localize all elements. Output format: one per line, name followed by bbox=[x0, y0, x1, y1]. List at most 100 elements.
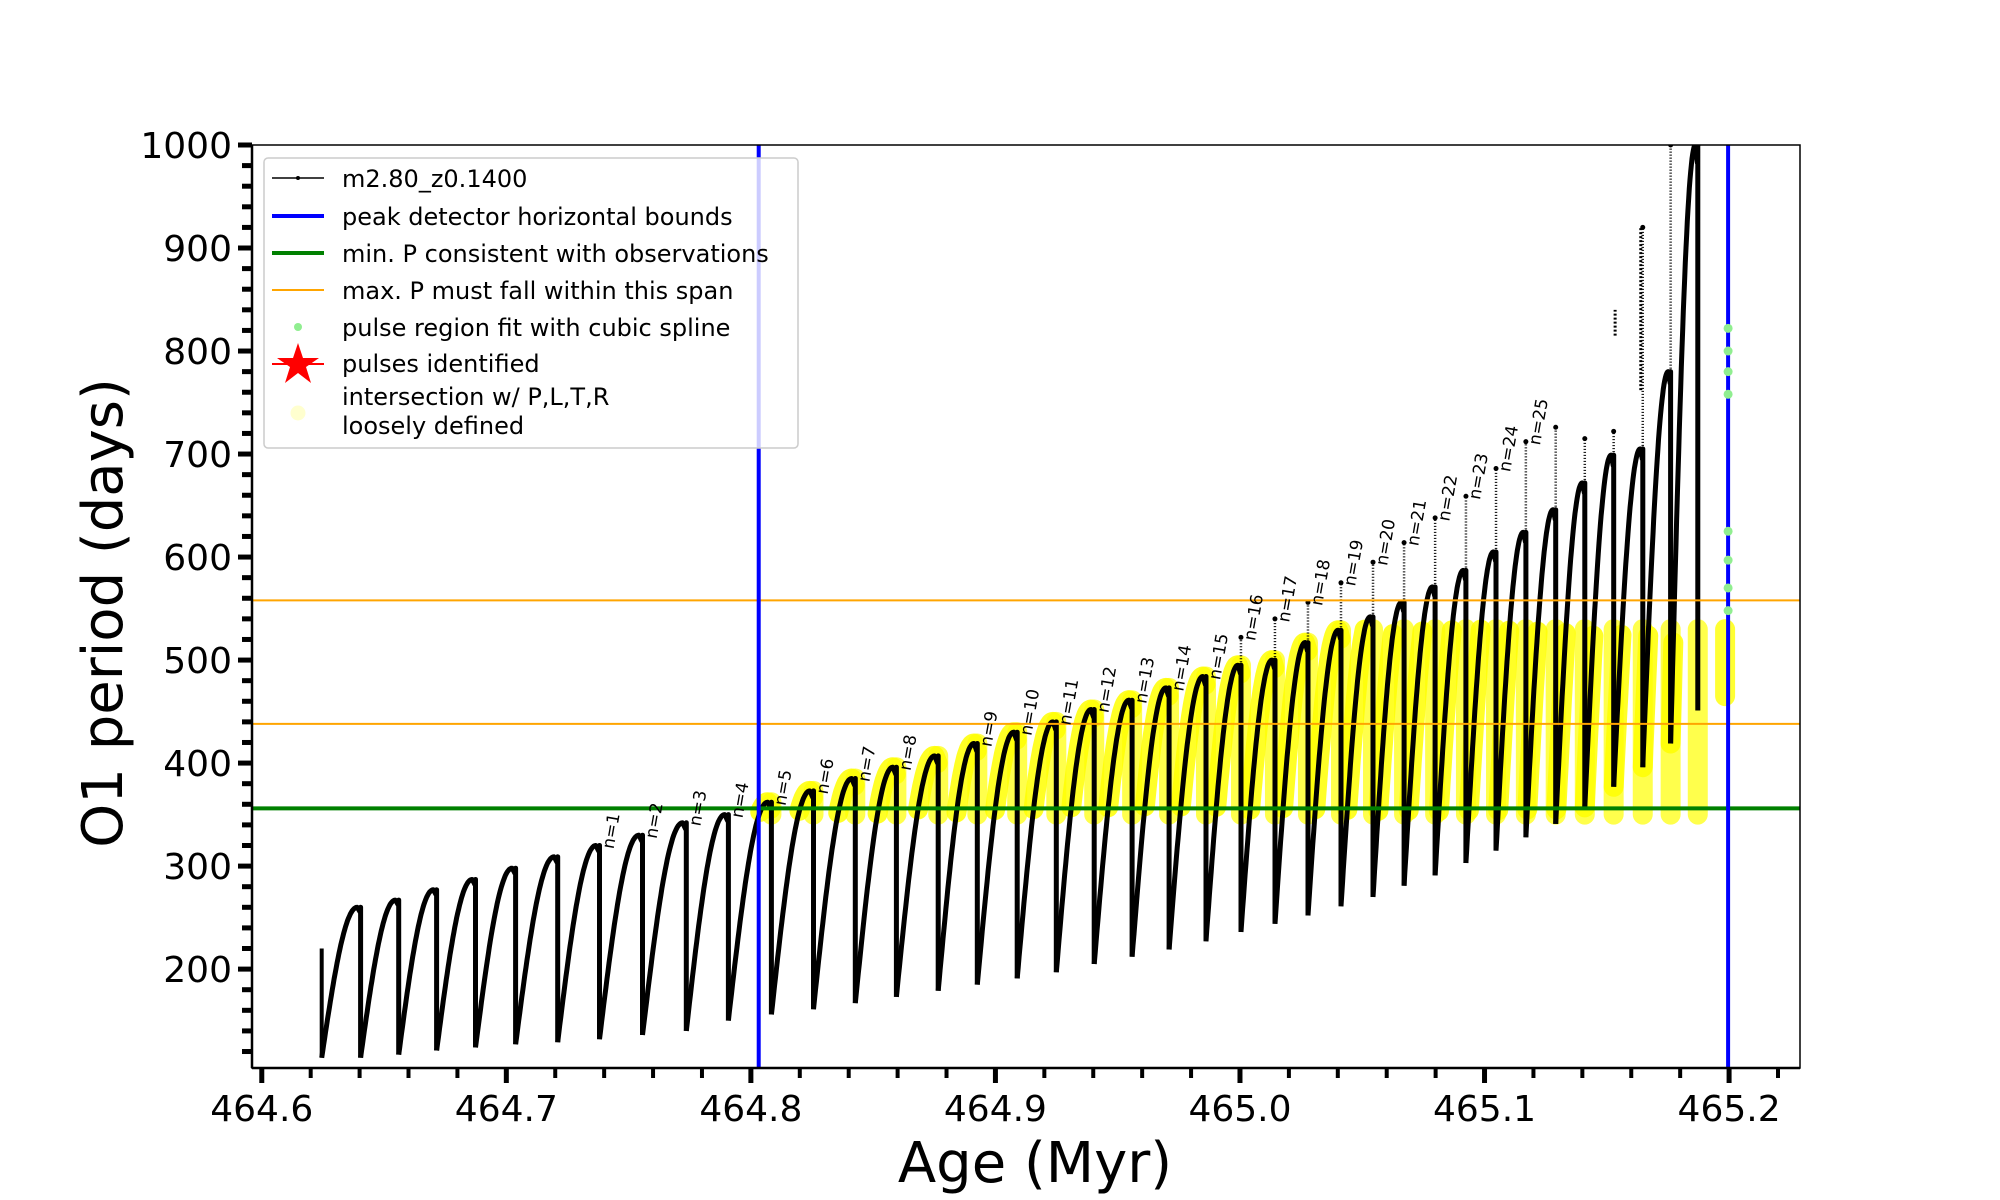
pulse-cycle-path bbox=[555, 843, 602, 1043]
legend-label: min. P consistent with observations bbox=[342, 240, 769, 268]
pulse-number-label: n=24 bbox=[1495, 424, 1523, 473]
x-tick-label: 465.1 bbox=[1433, 1089, 1536, 1130]
legend-entry-spline: pulse region fit with cubic spline bbox=[294, 314, 730, 342]
pulse-cycle-path bbox=[358, 897, 402, 1059]
pulse-spike-top bbox=[1523, 439, 1529, 445]
legend-box bbox=[263, 157, 799, 449]
pulse-spike-top bbox=[1553, 424, 1559, 430]
spline-fit-point bbox=[1723, 526, 1733, 536]
pulse-spike-top bbox=[1401, 540, 1407, 546]
pulse-number-label: n=17 bbox=[1274, 574, 1302, 623]
legend-entry-pulses: pulses identified bbox=[272, 343, 540, 383]
x-tick-label: 465.0 bbox=[1188, 1089, 1291, 1130]
pulse-number-label: n=22 bbox=[1434, 473, 1462, 522]
spline-fit-point bbox=[1723, 389, 1733, 399]
legend-entry-intersection: intersection w/ P,L,T,R loosely defined bbox=[290, 383, 609, 440]
spline-fit-dots-layer bbox=[1723, 323, 1733, 616]
y-tick-label: 500 bbox=[163, 641, 232, 682]
y-tick-label: 200 bbox=[163, 950, 232, 991]
pulse-cycle-path bbox=[852, 764, 899, 1004]
pulse-cycle-path bbox=[473, 865, 519, 1048]
legend: m2.80_z0.1400 peak detector horizontal b… bbox=[263, 157, 799, 449]
x-tick-label: 464.8 bbox=[699, 1089, 802, 1130]
y-tick-label: 1000 bbox=[140, 126, 232, 167]
pulse-cycle-path bbox=[1305, 627, 1344, 916]
pulse-cycle-path bbox=[513, 854, 561, 1045]
pulse-number-label: n=19 bbox=[1340, 538, 1368, 587]
pulse-spike-top bbox=[1582, 436, 1588, 442]
legend-star-icon bbox=[277, 343, 319, 383]
pulse-cycle-path bbox=[1401, 584, 1438, 886]
x-tick-label: 465.2 bbox=[1678, 1089, 1781, 1130]
x-tick-label: 464.9 bbox=[944, 1089, 1047, 1130]
pulse-cycle-path bbox=[640, 820, 689, 1036]
pulse-cycle-path bbox=[811, 776, 858, 1010]
pulse-cycle-path bbox=[1668, 145, 1701, 744]
pulse-spike-top bbox=[1370, 559, 1376, 565]
pulse-cycle-path bbox=[434, 877, 478, 1051]
legend-entry-min-p: min. P consistent with observations bbox=[272, 240, 769, 268]
x-axis-title: Age (Myr) bbox=[898, 1131, 1172, 1196]
pulse-spike-top bbox=[1463, 493, 1469, 499]
spline-fit-point bbox=[1723, 323, 1733, 333]
legend-entry-model: m2.80_z0.1400 bbox=[272, 165, 527, 193]
spline-fit-point bbox=[1723, 583, 1733, 593]
pulse-cycle-path bbox=[974, 729, 1020, 985]
pulse-number-label: n=4 bbox=[728, 781, 754, 820]
spline-fit-point bbox=[1723, 606, 1733, 616]
legend-entry-max-p: max. P must fall within this span bbox=[272, 277, 733, 305]
pulse-cycle-path bbox=[1611, 446, 1646, 787]
pulse-cycle-path bbox=[1238, 657, 1278, 933]
pulse-cycle-path bbox=[1166, 674, 1209, 950]
pulse-cycle-path bbox=[1272, 640, 1311, 924]
x-tick-label: 464.7 bbox=[455, 1089, 558, 1130]
axes: 200 300 400 500 600 700 800 900 1000 464.6 464.7 46… bbox=[140, 126, 1801, 1130]
spline-fit-point bbox=[1723, 346, 1733, 356]
legend-label: pulse region fit with cubic spline bbox=[342, 314, 730, 342]
y-tick-label: 600 bbox=[163, 538, 232, 579]
pulse-cycle-path bbox=[1640, 369, 1674, 768]
legend-label: pulses identified bbox=[342, 350, 540, 378]
y-tick-label: 800 bbox=[163, 332, 232, 373]
pulse-spike-top bbox=[1338, 580, 1344, 586]
legend-label: max. P must fall within this span bbox=[342, 277, 733, 305]
pulse-cycle-path bbox=[1203, 662, 1244, 942]
pulse-number-label: n=20 bbox=[1372, 518, 1400, 567]
horizontal-lines-layer bbox=[252, 599, 1800, 811]
pulse-spike-top bbox=[1238, 634, 1244, 640]
y-tick-label: 700 bbox=[163, 435, 232, 476]
legend-dot-icon bbox=[296, 176, 300, 180]
legend-green-dot-icon bbox=[294, 323, 302, 331]
pulse-cycle-path bbox=[1014, 719, 1059, 979]
pulse-spike-top bbox=[1432, 515, 1438, 521]
pulse-cycle-path bbox=[1129, 685, 1172, 957]
pulse-cycle-path bbox=[1523, 507, 1559, 838]
pulse-cycle-path bbox=[1091, 697, 1135, 965]
legend-label: m2.80_z0.1400 bbox=[342, 165, 527, 193]
pulse-cycle-path bbox=[1463, 549, 1499, 864]
spline-fit-point bbox=[1723, 367, 1733, 377]
y-tick-label: 900 bbox=[163, 229, 232, 270]
pulse-number-label: n=1 bbox=[599, 812, 625, 851]
pulse-cycle-path bbox=[1582, 452, 1617, 808]
pulse-cycle-path bbox=[725, 799, 774, 1021]
pulse-cycle-path bbox=[1338, 614, 1376, 907]
y-tick-label: 400 bbox=[163, 744, 232, 785]
spline-fit-point bbox=[1723, 555, 1733, 565]
legend-label: peak detector horizontal bounds bbox=[342, 203, 733, 231]
pulse-cycle-path bbox=[319, 904, 364, 1059]
pulse-number-label: n=21 bbox=[1403, 498, 1431, 547]
legend-yellow-circle-icon bbox=[290, 405, 306, 421]
pulse-cycle-path bbox=[1493, 529, 1529, 851]
pulse-cycle-path bbox=[768, 788, 816, 1015]
pulse-number-label: n=23 bbox=[1465, 452, 1493, 501]
y-axis-title: O1 period (days) bbox=[71, 378, 136, 848]
pulse-cycle-path bbox=[597, 832, 645, 1040]
legend-entry-peak-detector: peak detector horizontal bounds bbox=[272, 203, 733, 231]
pulse-spike-top bbox=[1493, 465, 1499, 471]
pulse-cycle-path bbox=[683, 812, 731, 1032]
pulse-cycle-path bbox=[396, 887, 440, 1055]
pulse-spike-top bbox=[1272, 616, 1278, 622]
pulse-cycle-path bbox=[1053, 707, 1097, 973]
